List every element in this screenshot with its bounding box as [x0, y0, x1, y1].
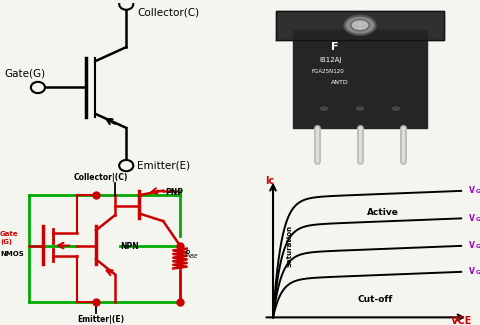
Text: Cut-off: Cut-off	[358, 295, 393, 304]
Text: Saturation: Saturation	[287, 225, 292, 266]
Circle shape	[391, 105, 401, 112]
Text: Gate: Gate	[0, 231, 19, 237]
Text: Emitter|(E): Emitter|(E)	[77, 315, 124, 324]
Circle shape	[351, 20, 369, 31]
Circle shape	[344, 16, 376, 35]
Text: Active: Active	[367, 208, 399, 217]
Text: F: F	[331, 42, 339, 52]
Polygon shape	[293, 30, 427, 127]
Text: GE: GE	[475, 217, 480, 222]
Text: VCE: VCE	[451, 316, 472, 325]
Text: ANTD: ANTD	[331, 80, 349, 85]
Text: V: V	[469, 267, 475, 276]
Text: NMOS: NMOS	[0, 251, 24, 257]
Text: V: V	[469, 214, 475, 223]
Text: Gate(G): Gate(G)	[5, 69, 46, 78]
Text: V: V	[469, 241, 475, 250]
Text: GE: GE	[475, 244, 480, 249]
Text: $R_{BE}$: $R_{BE}$	[184, 248, 199, 261]
Text: V: V	[469, 186, 475, 195]
Text: Collector|(C): Collector|(C)	[73, 173, 128, 182]
Circle shape	[355, 105, 365, 112]
Text: Emitter(E): Emitter(E)	[137, 161, 191, 171]
Polygon shape	[276, 10, 444, 40]
Text: IB12AJ: IB12AJ	[319, 57, 342, 63]
Text: FGA25N120: FGA25N120	[312, 70, 345, 74]
Circle shape	[319, 105, 329, 112]
Text: NPN: NPN	[120, 241, 139, 251]
Text: (G): (G)	[0, 239, 12, 245]
Text: PNP: PNP	[166, 188, 184, 197]
Text: GE: GE	[475, 189, 480, 194]
Text: Ic: Ic	[265, 176, 274, 187]
Text: GE: GE	[475, 270, 480, 275]
Text: Collector(C): Collector(C)	[137, 7, 199, 17]
